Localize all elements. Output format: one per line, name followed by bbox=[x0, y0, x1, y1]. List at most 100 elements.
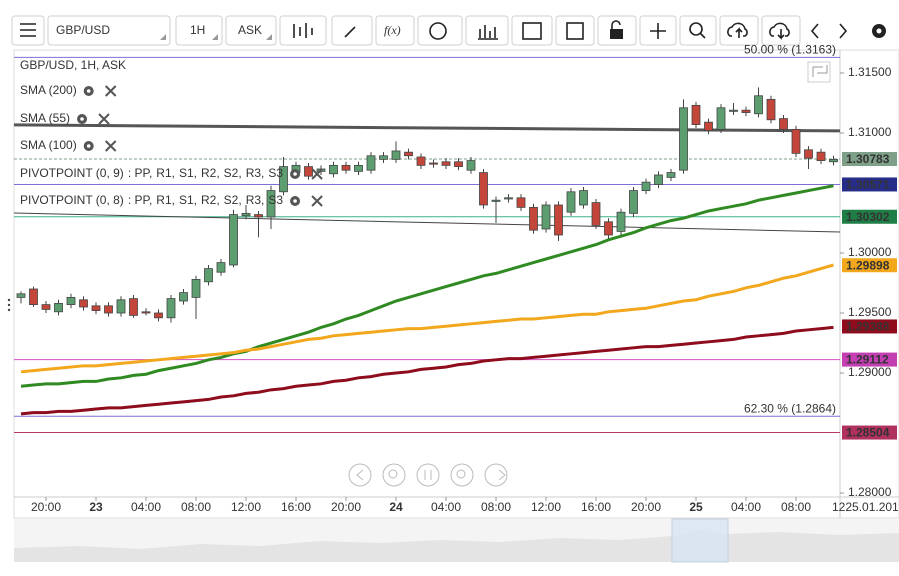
trendline bbox=[13, 123, 841, 133]
zoom-out[interactable] bbox=[382, 463, 406, 487]
next-button[interactable] bbox=[839, 23, 848, 39]
navigation bbox=[348, 463, 508, 487]
price-select[interactable] bbox=[225, 15, 277, 46]
y-tick-label: 1.31500 bbox=[848, 65, 892, 79]
legend-remove[interactable] bbox=[311, 168, 323, 180]
trendline bbox=[13, 212, 841, 233]
plot-area: 50.00 % (1.3163) 62.30 % (1.2864) bbox=[13, 43, 841, 434]
candle-body bbox=[391, 150, 401, 160]
pivot-legend: PIVOTPOINT (0, 8) bbox=[20, 193, 124, 207]
zoom-in[interactable] bbox=[450, 463, 474, 487]
pivot-part: S3 bbox=[268, 193, 283, 207]
scroll-left[interactable] bbox=[348, 463, 372, 487]
candle-body bbox=[204, 268, 213, 283]
pivot-part: R3, bbox=[246, 166, 265, 180]
symbol-select[interactable] bbox=[47, 15, 171, 46]
candle-body bbox=[679, 107, 688, 171]
candle-body bbox=[654, 174, 663, 185]
x-tick-label: 04:00 bbox=[431, 500, 461, 514]
candle-body bbox=[491, 199, 501, 202]
x-tick-label: 16:00 bbox=[281, 500, 311, 514]
pivot-part: R1, bbox=[156, 193, 175, 207]
fullscreen-icon bbox=[812, 65, 828, 77]
pivot-part: R2, bbox=[201, 166, 220, 180]
legend-remove[interactable] bbox=[104, 140, 117, 152]
calendar-button[interactable] bbox=[511, 15, 553, 46]
candle-body bbox=[629, 190, 638, 214]
x-tick-label: 25 bbox=[689, 500, 703, 514]
info-icon bbox=[429, 22, 447, 40]
zoom-button[interactable] bbox=[679, 15, 717, 46]
sma-last-box bbox=[842, 319, 897, 334]
timeframe-text: 1H bbox=[190, 23, 205, 37]
candle-body bbox=[554, 204, 563, 236]
pencil-icon bbox=[344, 26, 356, 38]
scroll-right[interactable] bbox=[484, 463, 508, 487]
chart-type-button[interactable] bbox=[279, 15, 327, 46]
legend-remove[interactable] bbox=[104, 85, 117, 97]
y-tick-label: 1.29500 bbox=[848, 305, 892, 319]
legend-remove[interactable] bbox=[311, 195, 323, 207]
report-button[interactable] bbox=[555, 15, 595, 46]
y-tick-label: 1.29000 bbox=[848, 365, 892, 379]
calendar-icon bbox=[522, 22, 542, 40]
level-label: 1.29112 bbox=[846, 353, 889, 367]
candle-body bbox=[779, 118, 788, 130]
chart-frame bbox=[13, 49, 899, 519]
candle-body bbox=[241, 212, 251, 217]
pivot-part: S2, bbox=[224, 166, 242, 180]
candle-body bbox=[116, 299, 126, 314]
legend-settings-hole bbox=[86, 89, 91, 93]
candle-body bbox=[379, 155, 388, 160]
legend-entry: SMA (200) bbox=[20, 83, 77, 97]
candle-body bbox=[79, 299, 88, 308]
pivot-part: S2, bbox=[224, 193, 242, 207]
candle-body bbox=[254, 214, 263, 218]
legend: SMA (200) SMA (55) SMA (100) PIVOTPOINT (0,… bbox=[20, 83, 323, 207]
candle-body bbox=[529, 206, 538, 231]
volume-button[interactable] bbox=[465, 15, 509, 46]
reset-zoom[interactable] bbox=[416, 463, 440, 487]
candle-body bbox=[329, 164, 338, 175]
indicator-button[interactable] bbox=[375, 15, 415, 46]
candle-body bbox=[591, 202, 601, 226]
x-tick-label: 23 bbox=[89, 500, 103, 514]
legend-settings-hole bbox=[293, 172, 297, 176]
info-button[interactable] bbox=[417, 15, 463, 46]
candle-body bbox=[691, 104, 701, 125]
prev-button[interactable] bbox=[810, 23, 819, 39]
navigator-window[interactable] bbox=[671, 518, 729, 563]
x-end-label: 1225.01.2019 bbox=[832, 500, 899, 514]
pivot-part: : PP, bbox=[128, 193, 152, 207]
legend-remove[interactable] bbox=[98, 113, 110, 125]
pivot-legend: PIVOTPOINT (0, 9) bbox=[20, 166, 124, 180]
x-tick-label: 20:00 bbox=[31, 500, 61, 514]
candle-body bbox=[829, 158, 838, 163]
pivot-part: R3, bbox=[246, 193, 265, 207]
candle-body bbox=[229, 214, 238, 266]
candle-body bbox=[479, 172, 488, 206]
lock-shackle bbox=[611, 20, 621, 29]
pivot-part: R1, bbox=[156, 166, 175, 180]
dot bbox=[7, 303, 11, 307]
level-label: 1.28504 bbox=[846, 426, 890, 440]
candle-body bbox=[16, 293, 26, 298]
y-tick-label: 1.31000 bbox=[848, 125, 892, 139]
sma-last-label: 1.29388 bbox=[846, 320, 890, 334]
candle-body bbox=[54, 303, 63, 313]
legend-settings-hole bbox=[293, 199, 297, 203]
lock-icon bbox=[610, 29, 623, 39]
zoom-icon bbox=[689, 22, 703, 36]
candle-body bbox=[66, 297, 76, 306]
timeframe-select[interactable] bbox=[175, 15, 223, 46]
dropdown-corner bbox=[212, 34, 218, 40]
candle-body bbox=[754, 95, 763, 115]
candle-body bbox=[304, 166, 313, 177]
fullscreen-button[interactable] bbox=[807, 61, 831, 83]
left-handle[interactable] bbox=[7, 298, 11, 312]
legend-settings-hole bbox=[80, 117, 84, 121]
symbol-text: GBP/USD bbox=[56, 23, 110, 37]
candle-body bbox=[104, 305, 113, 314]
candle-body bbox=[129, 298, 138, 316]
